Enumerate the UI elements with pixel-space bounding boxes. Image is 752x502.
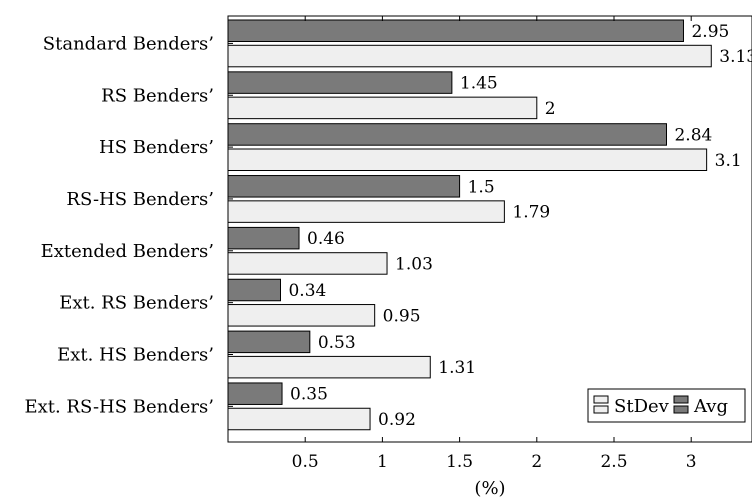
x-tick-label-0: 0.5 <box>292 452 319 472</box>
data-label-avg-1: 1.45 <box>460 74 498 94</box>
data-label-stdev-3: 1.79 <box>512 203 550 223</box>
x-tick-label-2: 1.5 <box>446 452 473 472</box>
data-label-stdev-7: 0.92 <box>378 410 416 430</box>
legend-box <box>587 388 746 423</box>
data-label-stdev-0: 3.13 <box>719 47 752 67</box>
bar-avg-0 <box>227 19 684 42</box>
x-tick-label-1: 1 <box>377 452 388 472</box>
bar-avg-3 <box>227 175 461 198</box>
bar-stdev-6 <box>227 355 431 379</box>
data-label-stdev-5: 0.95 <box>383 306 421 326</box>
legend-swatch-stdev-top <box>593 395 609 404</box>
category-label-6: Ext. HS Benders’ <box>57 345 214 366</box>
x-tick-label-5: 3 <box>686 452 697 472</box>
legend-swatch-stdev-bottom <box>593 405 609 414</box>
category-label-7: Ext. RS-HS Benders’ <box>24 396 214 417</box>
bar-avg-2 <box>227 123 667 146</box>
legend: StDev Avg <box>587 388 746 423</box>
bar-stdev-2 <box>227 148 708 171</box>
bar-stdev-1 <box>227 96 538 120</box>
bar-avg-4 <box>227 226 300 250</box>
x-axis-ticks: 0.5 1 1.5 2 2.5 3 <box>292 16 697 472</box>
category-label-1: RS Benders’ <box>101 85 214 106</box>
category-label-3: RS-HS Benders’ <box>66 189 214 210</box>
legend-swatch-avg-bottom <box>673 405 689 414</box>
data-label-stdev-4: 1.03 <box>395 254 433 274</box>
data-label-stdev-2: 3.1 <box>715 151 742 171</box>
legend-label-stdev: StDev <box>614 396 670 417</box>
data-label-avg-2: 2.84 <box>674 125 712 145</box>
category-label-0: Standard Benders’ <box>43 33 214 54</box>
legend-swatch-avg-top <box>673 395 689 404</box>
x-axis-label: (%) <box>474 478 505 499</box>
data-label-avg-4: 0.46 <box>307 229 345 249</box>
category-label-5: Ext. RS Benders’ <box>59 293 214 314</box>
bar-stdev-7 <box>227 407 371 431</box>
data-label-avg-6: 0.53 <box>318 333 356 353</box>
data-label-avg-7: 0.35 <box>290 385 328 405</box>
category-labels: Standard Benders’ RS Benders’ HS Benders’ R… <box>24 33 233 417</box>
category-label-4: Extended Benders’ <box>41 241 214 262</box>
bar-avg-7 <box>227 382 283 405</box>
legend-label-avg: Avg <box>693 396 728 417</box>
data-label-avg-3: 1.5 <box>468 177 495 197</box>
bar-stdev-0 <box>227 44 712 68</box>
data-label-stdev-1: 2 <box>545 99 556 119</box>
bar-avg-6 <box>227 330 311 354</box>
data-label-avg-0: 2.95 <box>691 22 729 42</box>
category-label-2: HS Benders’ <box>99 137 214 158</box>
data-label-stdev-6: 1.31 <box>438 358 476 378</box>
bar-stdev-5 <box>227 304 376 327</box>
bar-avg-5 <box>227 278 281 302</box>
bar-stdev-3 <box>227 200 505 223</box>
bar-stdev-4 <box>227 252 388 275</box>
plot-frame <box>227 15 752 443</box>
bar-avg-1 <box>227 71 453 94</box>
x-tick-label-3: 2 <box>531 452 542 472</box>
data-label-avg-5: 0.34 <box>288 281 326 301</box>
x-tick-label-4: 2.5 <box>600 452 627 472</box>
bars-group: 2.95 3.13 1.45 2 2.843.1 1.5 1.79 0.46 1.03 0.34 0… <box>227 19 752 431</box>
